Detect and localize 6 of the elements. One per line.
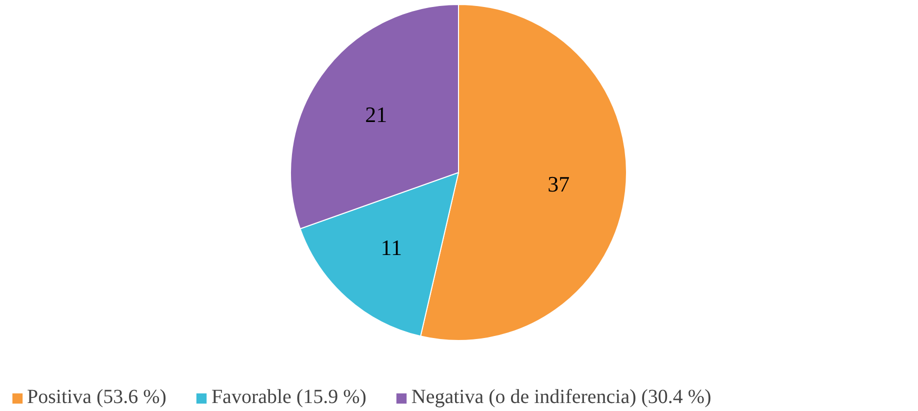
legend-label: Positiva (53.6 %): [27, 386, 166, 409]
legend-label: Negativa (o de indiferencia) (30.4 %): [411, 386, 712, 409]
data-label: 11: [380, 235, 402, 260]
data-label: 21: [365, 102, 388, 127]
data-label: 37: [548, 171, 570, 196]
legend-label: Favorable (15.9 %): [211, 386, 366, 409]
